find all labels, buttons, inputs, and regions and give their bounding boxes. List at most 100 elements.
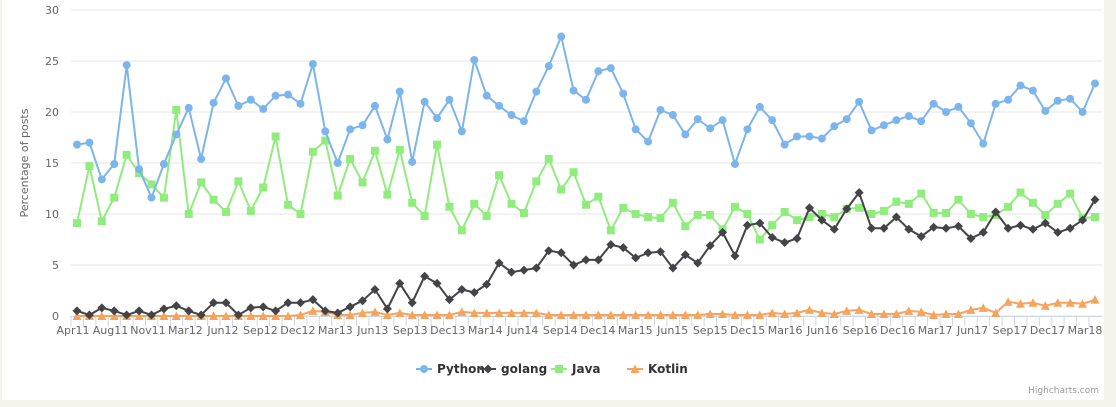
data-point-java[interactable] bbox=[259, 183, 268, 192]
data-point-python[interactable] bbox=[370, 101, 379, 110]
data-point-kotlin[interactable] bbox=[432, 310, 442, 319]
data-point-golang[interactable] bbox=[295, 298, 305, 308]
data-point-java[interactable] bbox=[1053, 199, 1062, 208]
data-point-golang[interactable] bbox=[606, 240, 616, 250]
data-point-java[interactable] bbox=[730, 202, 739, 211]
data-point-python[interactable] bbox=[582, 95, 590, 104]
data-point-python[interactable] bbox=[544, 62, 553, 71]
data-point-python[interactable] bbox=[507, 111, 516, 120]
data-point-golang[interactable] bbox=[742, 220, 752, 230]
data-point-kotlin[interactable] bbox=[941, 309, 951, 318]
data-point-golang[interactable] bbox=[146, 310, 156, 320]
data-point-golang[interactable] bbox=[556, 248, 566, 258]
data-point-java[interactable] bbox=[110, 193, 119, 202]
data-point-java[interactable] bbox=[246, 206, 255, 215]
data-point-kotlin[interactable] bbox=[109, 311, 119, 321]
data-point-golang[interactable] bbox=[345, 302, 355, 312]
credits-link[interactable]: Highcharts.com bbox=[1028, 386, 1099, 396]
data-point-golang[interactable] bbox=[283, 298, 293, 308]
data-point-golang[interactable] bbox=[581, 255, 591, 265]
data-point-golang[interactable] bbox=[867, 223, 877, 233]
data-point-kotlin[interactable] bbox=[991, 308, 1001, 317]
data-point-golang[interactable] bbox=[246, 303, 256, 313]
data-point-python[interactable] bbox=[420, 97, 429, 106]
data-point-python[interactable] bbox=[1004, 95, 1013, 104]
data-point-python[interactable] bbox=[184, 103, 193, 112]
data-point-golang[interactable] bbox=[97, 303, 107, 313]
data-point-java[interactable] bbox=[284, 200, 293, 209]
data-point-python[interactable] bbox=[904, 112, 913, 121]
data-point-java[interactable] bbox=[780, 207, 789, 216]
data-point-python[interactable] bbox=[594, 67, 603, 76]
data-point-python[interactable] bbox=[606, 64, 615, 73]
data-point-kotlin[interactable] bbox=[780, 309, 790, 318]
data-point-python[interactable] bbox=[346, 125, 355, 134]
data-point-kotlin[interactable] bbox=[581, 310, 591, 319]
data-point-python[interactable] bbox=[97, 175, 106, 184]
data-point-python[interactable] bbox=[718, 116, 727, 125]
data-point-java[interactable] bbox=[271, 132, 280, 141]
data-point-golang[interactable] bbox=[593, 255, 603, 265]
data-point-kotlin[interactable] bbox=[978, 303, 988, 312]
data-point-kotlin[interactable] bbox=[618, 310, 628, 319]
data-point-kotlin[interactable] bbox=[221, 311, 231, 321]
data-point-golang[interactable] bbox=[730, 251, 740, 261]
circle-icon[interactable] bbox=[420, 365, 428, 373]
data-point-golang[interactable] bbox=[668, 263, 678, 273]
data-point-golang[interactable] bbox=[507, 267, 517, 277]
data-point-python[interactable] bbox=[917, 117, 926, 126]
data-point-java[interactable] bbox=[408, 198, 417, 207]
data-point-java[interactable] bbox=[619, 203, 628, 212]
data-point-python[interactable] bbox=[631, 125, 640, 134]
data-point-kotlin[interactable] bbox=[370, 307, 380, 316]
data-point-java[interactable] bbox=[1016, 188, 1025, 197]
data-point-python[interactable] bbox=[159, 160, 168, 169]
data-point-java[interactable] bbox=[383, 190, 392, 199]
data-point-java[interactable] bbox=[743, 210, 752, 218]
data-point-kotlin[interactable] bbox=[631, 310, 641, 319]
data-point-golang[interactable] bbox=[618, 243, 628, 253]
data-point-golang[interactable] bbox=[432, 278, 442, 288]
data-point-golang[interactable] bbox=[122, 310, 132, 320]
data-point-golang[interactable] bbox=[382, 304, 392, 314]
data-point-java[interactable] bbox=[668, 198, 677, 207]
data-point-golang[interactable] bbox=[358, 296, 368, 306]
data-point-python[interactable] bbox=[321, 127, 330, 136]
data-point-kotlin[interactable] bbox=[680, 310, 690, 319]
data-point-golang[interactable] bbox=[333, 308, 343, 318]
data-point-kotlin[interactable] bbox=[382, 310, 392, 319]
data-point-kotlin[interactable] bbox=[1003, 297, 1013, 306]
data-point-python[interactable] bbox=[644, 137, 653, 146]
data-point-java[interactable] bbox=[793, 216, 802, 225]
data-point-kotlin[interactable] bbox=[829, 309, 839, 318]
data-point-kotlin[interactable] bbox=[1078, 299, 1088, 308]
data-point-kotlin[interactable] bbox=[171, 311, 181, 321]
data-point-python[interactable] bbox=[85, 138, 94, 147]
data-point-golang[interactable] bbox=[482, 279, 492, 289]
data-point-java[interactable] bbox=[507, 199, 516, 208]
data-point-java[interactable] bbox=[557, 185, 566, 194]
data-point-golang[interactable] bbox=[631, 253, 641, 263]
data-point-golang[interactable] bbox=[420, 271, 430, 281]
data-point-golang[interactable] bbox=[879, 223, 889, 233]
data-point-kotlin[interactable] bbox=[482, 308, 492, 317]
data-point-java[interactable] bbox=[606, 226, 615, 235]
data-point-kotlin[interactable] bbox=[1016, 299, 1026, 308]
data-point-kotlin[interactable] bbox=[953, 309, 963, 318]
data-point-kotlin[interactable] bbox=[643, 310, 653, 319]
data-point-kotlin[interactable] bbox=[593, 310, 603, 319]
data-point-java[interactable] bbox=[147, 180, 156, 189]
data-point-python[interactable] bbox=[1028, 86, 1037, 95]
data-point-kotlin[interactable] bbox=[295, 310, 305, 319]
data-point-kotlin[interactable] bbox=[507, 308, 517, 317]
data-point-python[interactable] bbox=[768, 116, 777, 125]
data-point-java[interactable] bbox=[706, 211, 715, 220]
data-point-golang[interactable] bbox=[109, 306, 119, 316]
data-point-python[interactable] bbox=[209, 98, 218, 107]
data-point-java[interactable] bbox=[135, 169, 144, 178]
data-point-golang[interactable] bbox=[978, 227, 988, 237]
data-point-golang[interactable] bbox=[395, 278, 405, 288]
data-point-golang[interactable] bbox=[941, 223, 951, 233]
data-point-golang[interactable] bbox=[817, 215, 827, 225]
data-point-golang[interactable] bbox=[196, 310, 206, 320]
